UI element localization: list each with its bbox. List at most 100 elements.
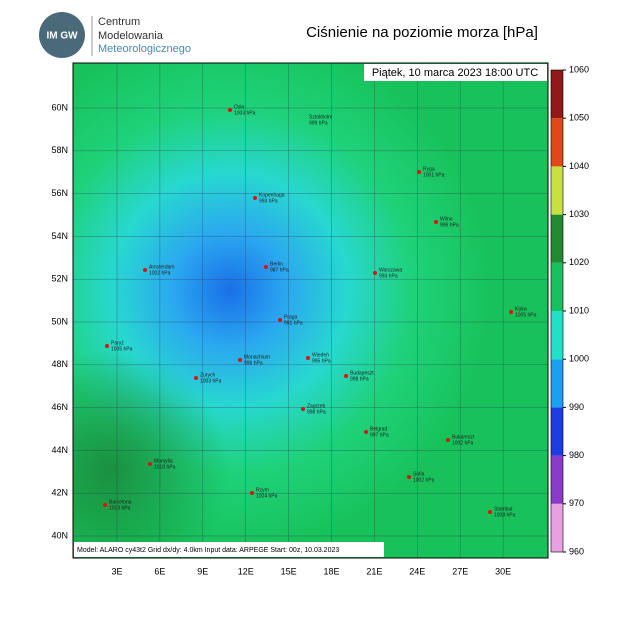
city-dot (264, 265, 268, 269)
footer-box (74, 542, 384, 557)
city-pressure: 1002 hPa (452, 440, 474, 446)
city-dot (301, 407, 305, 411)
colorbar-label: 970 (569, 498, 584, 508)
colorbar-label: 960 (569, 546, 584, 556)
city-dot (417, 170, 421, 174)
title: Ciśnienie na poziomie morza [hPa] (306, 24, 538, 41)
city-name: Rzym (256, 487, 269, 493)
logo-mark: IM GW (46, 31, 78, 42)
valid-time: Piątek, 10 marca 2023 18:00 UTC (372, 67, 538, 79)
city-name: Bukareszt (452, 434, 475, 440)
colorbar-label: 1040 (569, 161, 589, 171)
city-dot (250, 491, 254, 495)
city-pressure: 1004 hPa (256, 493, 278, 499)
city-name: Sztokholm (309, 114, 332, 120)
city-name: Berlin (270, 261, 283, 267)
city-pressure: 1005 hPa (111, 346, 133, 352)
colorbar-segment (551, 118, 563, 167)
city-pressure: 1013 hPa (109, 505, 131, 511)
lat-label: 42N (51, 488, 68, 498)
city-name: Warszawa (379, 267, 402, 273)
model-info: Model: ALARO cy43t2 Grid dx/dy: 4.0km In… (77, 547, 339, 554)
lat-label: 40N (51, 530, 68, 540)
city-pressure: 1005 hPa (515, 312, 537, 318)
city-dot (434, 220, 438, 224)
lat-label: 60N (51, 102, 68, 112)
lat-label: 50N (51, 316, 68, 326)
city-name: Sofia (413, 471, 425, 477)
city-name: Belgrad (370, 426, 387, 432)
city-pressure: 998 hPa (350, 376, 369, 382)
city-pressure: 1010 hPa (154, 464, 176, 470)
city-name: Wiedeń (312, 352, 329, 358)
logo-line: Modelowania (98, 30, 164, 42)
city-name: Zagrzeb (307, 403, 326, 409)
lon-label: 9E (197, 566, 208, 576)
city-name: Amsterdam (149, 264, 175, 270)
city-dot (105, 344, 109, 348)
colorbar-segment (551, 455, 563, 504)
lat-label: 46N (51, 402, 68, 412)
colorbar-label: 1060 (569, 64, 589, 74)
city-dot (143, 268, 147, 272)
lon-label: 27E (452, 566, 468, 576)
lat-label: 56N (51, 188, 68, 198)
city-dot (446, 438, 450, 442)
logo-line: Centrum (98, 16, 140, 28)
colorbar-segment (551, 166, 563, 215)
city-name: Kopenhaga (259, 192, 285, 198)
colorbar-label: 980 (569, 450, 584, 460)
colorbar-segment (551, 407, 563, 456)
city-name: Kijów (515, 306, 527, 312)
city-dot (407, 475, 411, 479)
lat-label: 52N (51, 274, 68, 284)
colorbar-label: 1000 (569, 354, 589, 364)
city-pressure: 987 hPa (270, 267, 289, 273)
city-dot (103, 503, 107, 507)
colorbar-segment (551, 503, 563, 552)
city-dot (364, 430, 368, 434)
map-field (73, 63, 548, 558)
colorbar-segment (551, 311, 563, 360)
city-dot (509, 310, 513, 314)
city-pressure: 1001 hPa (423, 172, 445, 178)
city-pressure: 993 hPa (379, 273, 398, 279)
city-pressure: 993 hPa (259, 198, 278, 204)
city-pressure: 998 hPa (307, 409, 326, 415)
city-dot (373, 271, 377, 275)
city-pressure: 991 hPa (284, 320, 303, 326)
colorbar-label: 1030 (569, 209, 589, 219)
city-name: Ryga (423, 166, 435, 172)
city-name: Oslo (234, 104, 245, 110)
city-pressure: 999 hPa (309, 120, 328, 126)
city-pressure: 996 hPa (244, 360, 263, 366)
city-name: Budapeszt (350, 370, 374, 376)
city-dot (253, 196, 257, 200)
logo-circle (39, 12, 85, 58)
lon-label: 24E (409, 566, 425, 576)
city-dot (194, 376, 198, 380)
pressure-field (73, 63, 548, 558)
city-pressure: 1002 hPa (413, 477, 435, 483)
city-dot (238, 358, 242, 362)
city-dot (278, 318, 282, 322)
lat-label: 54N (51, 231, 68, 241)
city-name: Zurych (200, 372, 216, 378)
lon-label: 12E (238, 566, 254, 576)
city-name: Marsylia (154, 458, 173, 464)
colorbar-label: 1020 (569, 257, 589, 267)
colorbar-label: 1050 (569, 113, 589, 123)
city-pressure: 995 hPa (312, 358, 331, 364)
city-name: Monachium (244, 354, 270, 360)
lon-label: 18E (323, 566, 339, 576)
city-name: Praga (284, 314, 298, 320)
city-pressure: 996 hPa (440, 222, 459, 228)
colorbar-segment (551, 70, 563, 119)
city-name: Barcelona (109, 499, 132, 505)
lon-label: 21E (366, 566, 382, 576)
city-pressure: 997 hPa (370, 432, 389, 438)
lon-label: 15E (281, 566, 297, 576)
city-name: Paryż (111, 340, 124, 346)
city-dot (488, 510, 492, 514)
